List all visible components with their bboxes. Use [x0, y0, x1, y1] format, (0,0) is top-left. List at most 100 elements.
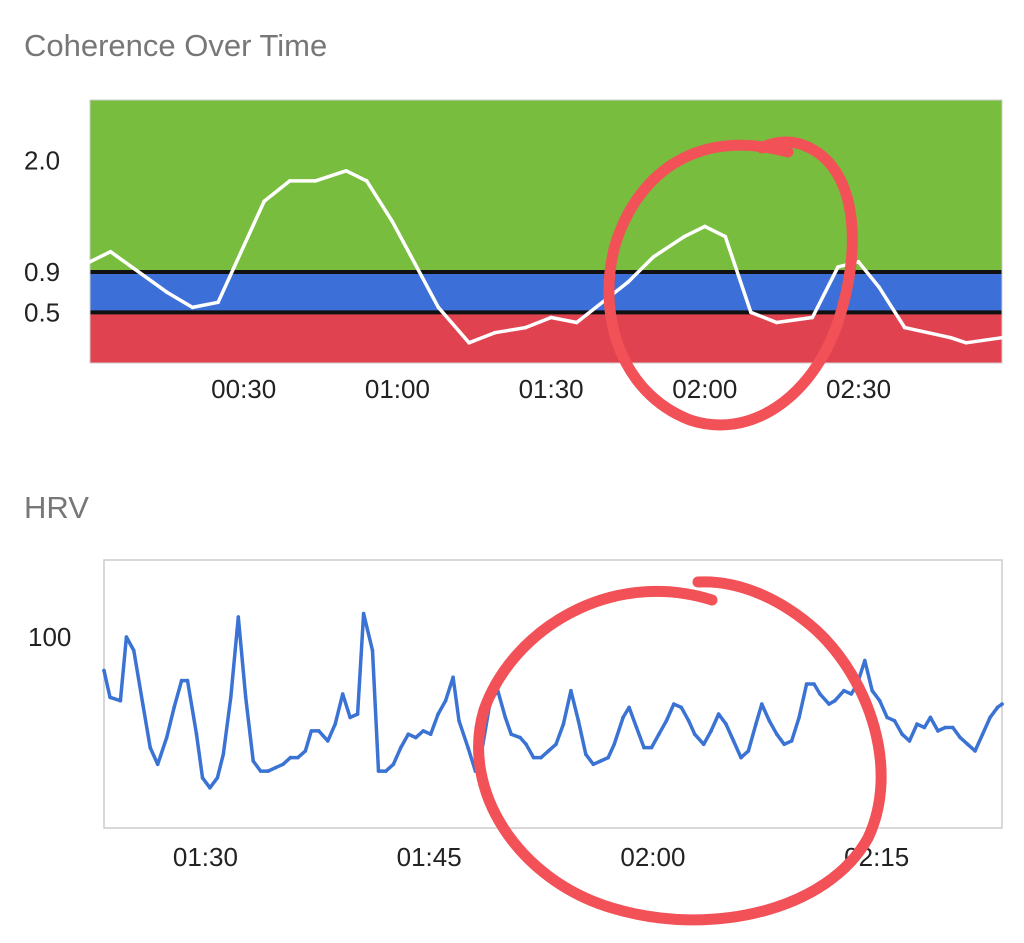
hrv-chart-title: HRV [24, 490, 89, 525]
coherence-point-8 [344, 169, 349, 173]
coherence-x-tick-label: 00:30 [211, 374, 276, 404]
hrv-point-94 [797, 715, 801, 720]
hrv-point-114 [943, 725, 948, 730]
hrv-point-98 [827, 702, 831, 706]
hrv-point-120 [988, 715, 992, 720]
hrv-point-45 [436, 712, 440, 716]
hrv-point-30 [326, 739, 330, 743]
coherence-point-24 [810, 315, 815, 320]
hrv-point-117 [965, 742, 970, 747]
hrv-point-29 [317, 729, 321, 733]
hrv-point-22 [266, 769, 270, 773]
hrv-point-73 [642, 745, 646, 750]
hrv-x-tick-label: 02:15 [844, 842, 909, 872]
hrv-x-tick-label: 01:30 [173, 842, 238, 872]
hrv-point-61 [554, 742, 558, 747]
hrv-point-51 [481, 742, 485, 747]
coherence-point-2 [165, 290, 169, 295]
hrv-point-88 [754, 722, 758, 726]
coherence-point-17 [626, 280, 630, 284]
hrv-point-48 [457, 719, 461, 723]
hrv-point-80 [692, 732, 697, 736]
hrv-point-74 [649, 745, 654, 750]
hrv-point-0 [102, 668, 106, 673]
hrv-point-115 [951, 725, 955, 730]
hrv-point-40 [399, 745, 403, 750]
hrv-point-38 [384, 769, 388, 773]
hrv-point-66 [591, 762, 596, 767]
coherence-point-11 [436, 305, 441, 310]
coherence-point-25 [836, 265, 840, 269]
hrv-point-118 [973, 749, 977, 753]
hrv-point-103 [863, 658, 867, 663]
hrv-point-62 [561, 722, 566, 726]
hrv-point-12 [194, 732, 199, 736]
hrv-point-58 [531, 755, 536, 760]
hrv-point-16 [221, 752, 226, 757]
hrv-point-5 [141, 702, 145, 706]
hrv-point-39 [391, 762, 396, 767]
hrv-point-7 [155, 762, 160, 767]
hrv-point-60 [546, 749, 551, 753]
hrv-point-1 [108, 695, 112, 700]
hrv-point-97 [818, 692, 822, 696]
coherence-point-19 [682, 234, 687, 239]
coherence-point-1 [108, 249, 113, 254]
coherence-point-20 [703, 224, 707, 229]
hrv-point-104 [870, 688, 874, 693]
hrv-point-92 [782, 742, 786, 747]
hrv-point-59 [539, 755, 543, 760]
coherence-band-1 [90, 271, 1002, 313]
hrv-point-33 [348, 715, 352, 720]
hrv-point-76 [664, 719, 669, 723]
coherence-point-15 [549, 315, 553, 320]
hrv-point-116 [958, 735, 962, 740]
coherence-point-7 [313, 179, 318, 183]
coherence-point-3 [190, 305, 195, 310]
hrv-point-105 [877, 698, 882, 703]
hrv-plot-frame [103, 559, 1003, 829]
coherence-point-14 [523, 325, 528, 330]
coherence-band-2 [90, 100, 1002, 272]
hrv-point-50 [473, 769, 478, 773]
hrv-point-110 [915, 722, 919, 726]
hrv-point-68 [606, 755, 610, 760]
coherence-plot-frame [89, 99, 1003, 364]
hrv-point-109 [907, 739, 912, 743]
hrv-point-119 [980, 732, 985, 736]
coherence-point-13 [493, 330, 497, 335]
hrv-point-35 [361, 611, 366, 616]
hrv-point-49 [466, 745, 470, 750]
hrv-point-90 [767, 719, 772, 723]
coherence-point-9 [364, 179, 369, 183]
hrv-point-20 [251, 759, 255, 763]
hrv-point-53 [496, 688, 500, 693]
coherence-point-4 [216, 300, 220, 305]
coherence-point-6 [288, 179, 292, 183]
hrv-point-55 [509, 732, 513, 736]
coherence-point-22 [749, 310, 753, 315]
hrv-point-106 [885, 715, 889, 720]
hrv-point-85 [731, 739, 736, 743]
hrv-point-52 [488, 698, 493, 703]
coherence-x-tick-label: 01:00 [365, 374, 430, 404]
hrv-point-6 [148, 745, 152, 750]
coherence-x-tick-label: 02:00 [672, 374, 737, 404]
hrv-point-24 [281, 762, 285, 767]
hrv-point-18 [236, 615, 241, 619]
hrv-point-4 [132, 648, 136, 653]
hrv-point-54 [503, 715, 508, 720]
hrv-point-41 [406, 732, 411, 736]
hrv-point-42 [414, 735, 418, 740]
hrv-x-tick-label: 02:00 [620, 842, 685, 872]
hrv-point-32 [340, 692, 345, 696]
hrv-point-23 [273, 765, 278, 770]
hrv-point-63 [569, 688, 573, 693]
coherence-point-27 [877, 285, 881, 289]
hrv-point-28 [309, 729, 314, 733]
hrv-y-tick-label: 100 [28, 622, 71, 652]
hrv-point-122 [1000, 702, 1004, 706]
hrv-point-34 [355, 712, 360, 716]
hrv-point-77 [672, 702, 676, 706]
hrv-point-3 [124, 635, 129, 639]
